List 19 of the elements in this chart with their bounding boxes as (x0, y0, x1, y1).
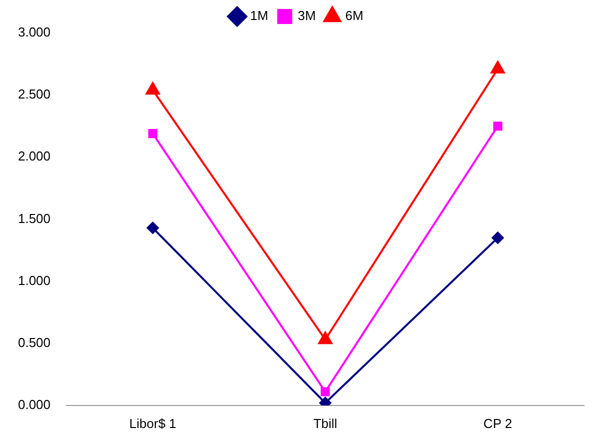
x-tick-label: CP 2 (483, 416, 512, 431)
point (492, 232, 504, 244)
point (146, 222, 159, 234)
legend-label: 1M (250, 8, 268, 24)
y-tick-label: 0.000 (18, 396, 51, 412)
y-tick-label: 1.500 (18, 210, 51, 226)
legend-label: 6M (345, 8, 364, 24)
y-tick-label: 0.500 (18, 334, 51, 350)
y-tick-label: 1.000 (18, 272, 51, 288)
y-tick-label: 2.000 (18, 148, 51, 164)
point (493, 122, 502, 131)
legend-label: 3M (298, 8, 316, 24)
y-tick-label: 3.000 (18, 24, 51, 40)
point (318, 332, 332, 344)
x-tick-label: Libor$ 1 (129, 416, 176, 431)
point (320, 387, 330, 396)
x-tick-label: Tbill (313, 416, 338, 431)
y-tick-label: 2.500 (18, 86, 51, 102)
point (148, 129, 158, 138)
